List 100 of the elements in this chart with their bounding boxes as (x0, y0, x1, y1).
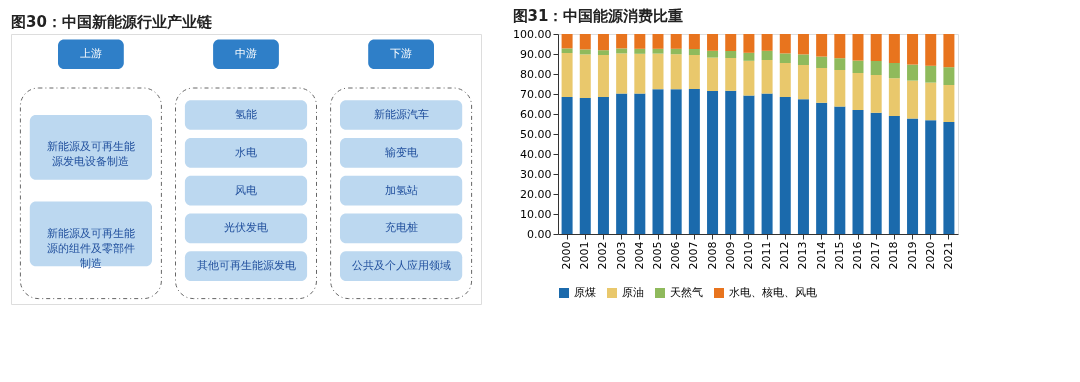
x-tick-label: 2021 (941, 241, 955, 270)
x-tick-label: 2006 (669, 241, 683, 270)
bar (779, 53, 791, 63)
bar (688, 34, 700, 49)
bar (761, 93, 773, 234)
bar (688, 49, 700, 55)
legend-label: 原油 (622, 286, 644, 299)
y-tick-label: 30.00 (520, 167, 552, 181)
bar (816, 56, 828, 68)
bar (870, 112, 882, 234)
bar (761, 34, 773, 51)
bar (652, 53, 664, 90)
bar (670, 34, 682, 49)
bar (834, 34, 846, 59)
x-tick-label: 2019 (905, 241, 919, 270)
bar (888, 63, 900, 79)
bar (725, 90, 737, 234)
legend-label: 天然气 (670, 286, 703, 299)
bar (852, 34, 864, 61)
y-tick-label: 10.00 (520, 207, 552, 221)
bar (779, 97, 791, 234)
text: 风电 (235, 183, 257, 197)
text: 新能源及可再生能源的组件及零部件制造 (46, 226, 135, 270)
x-tick-label: 2012 (778, 241, 792, 270)
text: 充电桩 (384, 221, 418, 235)
x-tick-label: 2001 (578, 241, 592, 270)
bar (707, 57, 719, 91)
bar (834, 58, 846, 70)
bar (761, 50, 773, 60)
y-tick-label: 60.00 (520, 107, 552, 121)
bar (707, 34, 719, 51)
bar (634, 34, 646, 49)
bar (652, 89, 664, 234)
x-tick-label: 2016 (851, 241, 864, 270)
text: 光伏发电 (224, 221, 268, 235)
bar (779, 34, 791, 54)
x-tick-label: 2010 (741, 241, 755, 270)
bar (779, 63, 791, 97)
y-tick-label: 70.00 (520, 87, 552, 101)
bar (616, 53, 628, 94)
bar (907, 118, 919, 234)
bar (888, 116, 900, 234)
x-tick-label: 2009 (723, 241, 737, 270)
bar (761, 60, 773, 94)
bar (852, 60, 864, 73)
bar (834, 70, 846, 107)
bar (725, 51, 737, 58)
text: 新能源汽车 (373, 108, 429, 121)
bar (670, 54, 682, 90)
x-tick-label: 2007 (687, 241, 701, 270)
y-tick-label: 0.00 (527, 227, 552, 241)
bar (943, 67, 955, 85)
text: 上游 (79, 47, 102, 61)
x-tick-label: 2008 (705, 241, 719, 270)
bar (688, 89, 700, 234)
bar (616, 93, 628, 234)
x-tick-label: 2018 (887, 241, 901, 270)
bar (743, 95, 755, 234)
bar (870, 34, 882, 61)
text: 公共及个人应用领域 (351, 259, 451, 273)
bar (816, 68, 828, 103)
bar (670, 89, 682, 234)
x-tick-label: 2005 (651, 241, 664, 270)
bar (888, 34, 900, 63)
x-tick-label: 2014 (814, 241, 828, 270)
bar (816, 102, 828, 234)
text: 中游 (235, 47, 257, 61)
text: 图30：中国新能源行业产业链 (11, 13, 213, 31)
text: 水电 (235, 145, 257, 159)
y-tick-label: 20.00 (520, 187, 552, 201)
bar (797, 99, 809, 234)
bar (907, 64, 919, 81)
bar (616, 48, 628, 54)
bar (561, 97, 573, 234)
x-tick-label: 2020 (923, 241, 937, 270)
bar (579, 34, 591, 50)
x-tick-label: 2004 (632, 241, 646, 270)
bar (743, 60, 755, 96)
bar (870, 75, 882, 113)
bar (561, 34, 573, 49)
bar (797, 65, 809, 100)
bar (725, 58, 737, 91)
bar (597, 97, 609, 234)
bar (634, 53, 646, 94)
bar (925, 82, 937, 121)
bar (579, 49, 591, 55)
bar (634, 48, 646, 54)
bar (816, 34, 828, 57)
bar (688, 55, 700, 89)
y-tick-label: 80.00 (520, 67, 552, 81)
bar (597, 55, 609, 97)
bar (834, 106, 846, 234)
text: 其他可再生能源发电 (196, 259, 296, 273)
x-tick-label: 2000 (560, 241, 574, 270)
x-tick-label: 2011 (760, 241, 774, 270)
bar (634, 93, 646, 234)
y-tick-label: 40.00 (520, 147, 552, 161)
bar (797, 54, 809, 65)
bar (943, 34, 955, 68)
bar (852, 110, 864, 234)
